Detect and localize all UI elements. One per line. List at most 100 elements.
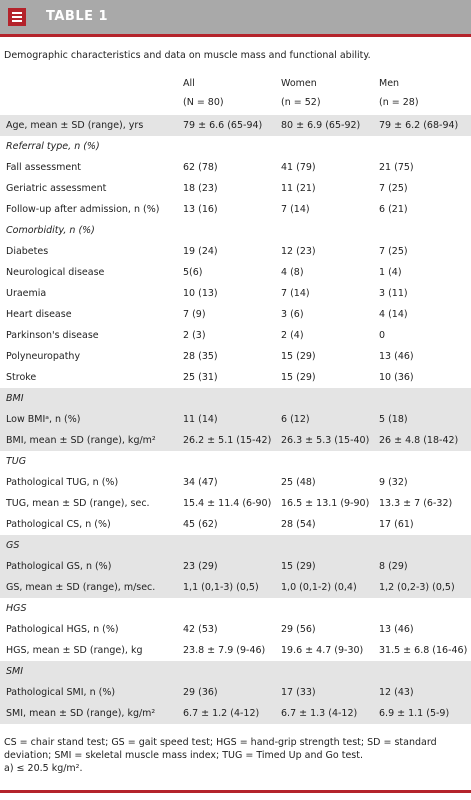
table-cell: 79 ± 6.6 (65-94)	[183, 120, 263, 131]
table-row: BMI, mean ± SD (range), kg/m² 26.2 ± 5.1 …	[0, 430, 471, 451]
table-row: Neurological disease 5(6) 4 (8) 1 (4)	[0, 262, 471, 283]
row-label: Pathological HGS, n (%)	[6, 624, 119, 635]
table-cell: 17 (61)	[379, 519, 414, 530]
row-label: Polyneuropathy	[6, 351, 81, 362]
table-cell: 5(6)	[183, 267, 203, 278]
table-cell: 28 (54)	[281, 519, 316, 530]
table-cell: 42 (53)	[183, 624, 218, 635]
table-cell: 26.2 ± 5.1 (15-42)	[183, 435, 272, 446]
table-cell: 7 (25)	[379, 246, 408, 257]
table-cell: 17 (33)	[281, 687, 316, 698]
table-cell: 31.5 ± 6.8 (16-46)	[379, 645, 468, 656]
header-bar: TABLE 1	[0, 0, 471, 37]
table-cell: 25 (31)	[183, 372, 218, 383]
table-cell: 6.7 ± 1.3 (4-12)	[281, 708, 358, 719]
row-label: HGS, mean ± SD (range), kg	[6, 645, 143, 656]
row-label: Follow-up after admission, n (%)	[6, 204, 160, 215]
caption: Demographic characteristics and data on …	[4, 50, 371, 61]
table-cell: 7 (9)	[183, 309, 206, 320]
row-label: BMI, mean ± SD (range), kg/m²	[6, 435, 156, 446]
group-title: HGS	[6, 603, 27, 614]
table-row: Age, mean ± SD (range), yrs 79 ± 6.6 (65-…	[0, 115, 471, 136]
row-label: TUG, mean ± SD (range), sec.	[6, 498, 150, 509]
table-cell: 28 (35)	[183, 351, 218, 362]
table-row: Polyneuropathy 28 (35) 15 (29) 13 (46)	[0, 346, 471, 367]
group-title: SMI	[6, 666, 24, 677]
table-cell: 21 (75)	[379, 162, 414, 173]
table-cell: 26.3 ± 5.3 (15-40)	[281, 435, 370, 446]
table-cell: 11 (21)	[281, 183, 316, 194]
table-cell: 29 (36)	[183, 687, 218, 698]
table-cell: 26 ± 4.8 (18-42)	[379, 435, 459, 446]
table-row: Geriatric assessment 18 (23) 11 (21) 7 (25)	[0, 178, 471, 199]
row-label: Low BMIᵃ, n (%)	[6, 414, 81, 425]
group-row: Referral type, n (%)	[0, 136, 471, 157]
table-cell: 1 (4)	[379, 267, 402, 278]
footnote: CS = chair stand test; GS = gait speed t…	[4, 737, 437, 761]
group-row: HGS	[0, 598, 471, 619]
table-cell: 15 (29)	[281, 561, 316, 572]
table-cell: 10 (36)	[379, 372, 414, 383]
table-row: Parkinson's disease 2 (3) 2 (4) 0	[0, 325, 471, 346]
table-cell: 0	[379, 330, 386, 341]
table-row: Follow-up after admission, n (%) 13 (16) 7…	[0, 199, 471, 220]
group-row: TUG	[0, 451, 471, 472]
column-n: (n = 28)	[379, 97, 419, 108]
group-title: GS	[6, 540, 20, 551]
table-cell: 13 (16)	[183, 204, 218, 215]
table-cell: 15.4 ± 11.4 (6-90)	[183, 498, 272, 509]
group-row: GS	[0, 535, 471, 556]
table-row: Low BMIᵃ, n (%) 11 (14) 6 (12) 5 (18)	[0, 409, 471, 430]
table-cell: 25 (48)	[281, 477, 316, 488]
table-cell: 15 (29)	[281, 372, 316, 383]
table-cell: 6.9 ± 1.1 (5-9)	[379, 708, 450, 719]
row-label: Uraemia	[6, 288, 47, 299]
column-n: (n = 52)	[281, 97, 321, 108]
table-row: TUG, mean ± SD (range), sec. 15.4 ± 11.4 …	[0, 493, 471, 514]
table-cell: 11 (14)	[183, 414, 218, 425]
table-cell: 6 (21)	[379, 204, 408, 215]
footnote: a) ≤ 20.5 kg/m².	[4, 763, 83, 774]
row-label: Fall assessment	[6, 162, 82, 173]
group-title: BMI	[6, 393, 24, 404]
row-label: Geriatric assessment	[6, 183, 107, 194]
table-cell: 23.8 ± 7.9 (9-46)	[183, 645, 266, 656]
column-header: All	[183, 78, 195, 89]
row-label: Pathological CS, n (%)	[6, 519, 111, 530]
row-label: Pathological GS, n (%)	[6, 561, 112, 572]
table-row: Pathological SMI, n (%) 29 (36) 17 (33) 12 …	[0, 682, 471, 703]
header-title: TABLE 1	[46, 9, 109, 24]
table-cell: 29 (56)	[281, 624, 316, 635]
table-cell: 19 (24)	[183, 246, 218, 257]
table-cell: 4 (14)	[379, 309, 408, 320]
table-row: Fall assessment 62 (78) 41 (79) 21 (75)	[0, 157, 471, 178]
table-cell: 1,1 (0,1-3) (0,5)	[183, 582, 259, 593]
table-cell: 6.7 ± 1.2 (4-12)	[183, 708, 260, 719]
table-cell: 10 (13)	[183, 288, 218, 299]
row-label: SMI, mean ± SD (range), kg/m²	[6, 708, 156, 719]
table-row: HGS, mean ± SD (range), kg 23.8 ± 7.9 (9-…	[0, 640, 471, 661]
table-cell: 1,2 (0,2-3) (0,5)	[379, 582, 455, 593]
table-cell: 12 (43)	[379, 687, 414, 698]
table-row: SMI, mean ± SD (range), kg/m² 6.7 ± 1.2 (…	[0, 703, 471, 724]
table-row: GS, mean ± SD (range), m/sec. 1,1 (0,1-3)…	[0, 577, 471, 598]
table-cell: 7 (14)	[281, 288, 310, 299]
table-row: Stroke 25 (31) 15 (29) 10 (36)	[0, 367, 471, 388]
row-label: Age, mean ± SD (range), yrs	[6, 120, 144, 131]
table-cell: 13 (46)	[379, 624, 414, 635]
table-cell: 19.6 ± 4.7 (9-30)	[281, 645, 364, 656]
table-row: Pathological TUG, n (%) 34 (47) 25 (48) 9 (…	[0, 472, 471, 493]
table-cell: 12 (23)	[281, 246, 316, 257]
column-header: Men	[379, 78, 400, 89]
group-row: BMI	[0, 388, 471, 409]
row-label: Diabetes	[6, 246, 49, 257]
table-cell: 13.3 ± 7 (6-32)	[379, 498, 453, 509]
table-icon	[8, 8, 26, 26]
table-cell: 41 (79)	[281, 162, 316, 173]
table-cell: 79 ± 6.2 (68-94)	[379, 120, 459, 131]
table-row: Uraemia 10 (13) 7 (14) 3 (11)	[0, 283, 471, 304]
table-cell: 2 (4)	[281, 330, 304, 341]
table-cell: 45 (62)	[183, 519, 218, 530]
row-label: Neurological disease	[6, 267, 105, 278]
